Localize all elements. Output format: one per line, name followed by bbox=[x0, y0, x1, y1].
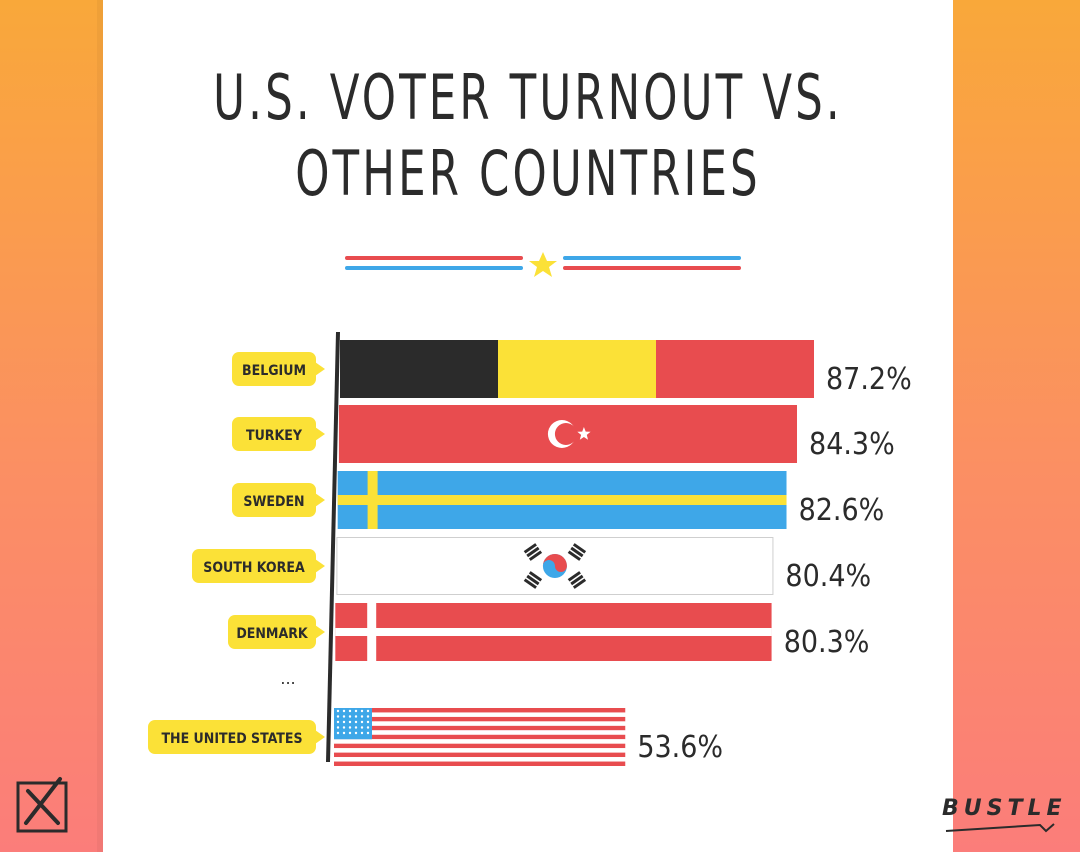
category-label: SWEDEN bbox=[243, 494, 304, 510]
title-line-1: U.S. VOTER TURNOUT VS. bbox=[213, 61, 843, 134]
ellipsis-text: ... bbox=[280, 669, 295, 688]
category-label: DENMARK bbox=[236, 626, 309, 642]
category-label: TURKEY bbox=[246, 428, 303, 444]
chart-bar bbox=[336, 537, 774, 595]
value-label: 84.3% bbox=[809, 427, 895, 462]
value-label: 87.2% bbox=[826, 362, 912, 397]
page-title: U.S. VOTER TURNOUT VS. OTHER COUNTRIES bbox=[197, 60, 860, 212]
category-label-tag: BELGIUM bbox=[232, 352, 325, 386]
title-line-2: OTHER COUNTRIES bbox=[295, 137, 761, 210]
value-label: 82.6% bbox=[799, 493, 885, 528]
category-label: THE UNITED STATES bbox=[161, 731, 302, 747]
checkbox-x-icon bbox=[16, 777, 68, 833]
category-label-tag: TURKEY bbox=[232, 417, 325, 451]
title-divider bbox=[345, 252, 741, 277]
category-label: BELGIUM bbox=[242, 363, 306, 379]
category-label-tag: DENMARK bbox=[228, 615, 325, 649]
category-label-tag: SOUTH KOREA bbox=[192, 549, 325, 583]
brand-logo-underline bbox=[945, 823, 1055, 833]
y-axis-line bbox=[326, 331, 340, 763]
category-label-tag: SWEDEN bbox=[232, 483, 325, 517]
value-label: 80.4% bbox=[785, 559, 871, 594]
chart-bar bbox=[338, 405, 798, 463]
chart-bar bbox=[334, 708, 626, 766]
value-label: 80.3% bbox=[784, 625, 870, 660]
brand-logo: BUSTLE bbox=[942, 796, 1067, 821]
value-label: 53.6% bbox=[637, 730, 723, 765]
chart-bar bbox=[337, 471, 787, 529]
category-label: SOUTH KOREA bbox=[203, 560, 305, 576]
chart-bar bbox=[335, 603, 772, 661]
chart-bar bbox=[340, 340, 814, 398]
category-label-tag: THE UNITED STATES bbox=[148, 720, 325, 754]
star-icon bbox=[529, 252, 557, 277]
